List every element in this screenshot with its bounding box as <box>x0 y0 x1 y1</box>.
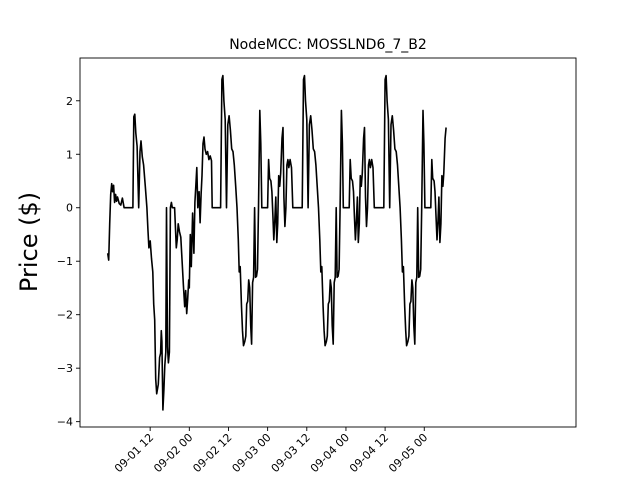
x-tick-label: 09-02 12 <box>190 431 234 475</box>
x-tick-label: 09-03 00 <box>230 431 274 475</box>
y-tick-label: 2 <box>66 95 73 108</box>
y-tick-label: 1 <box>66 148 73 161</box>
plot-frame <box>79 57 577 428</box>
y-tick-label: −1 <box>57 255 73 268</box>
y-tick-label: −4 <box>57 416 73 429</box>
x-tick-label: 09-04 00 <box>308 431 352 475</box>
y-axis-label: Price ($) <box>15 192 43 292</box>
x-tick-label: 09-01 12 <box>112 431 156 475</box>
chart-title: NodeMCC: MOSSLND6_7_B2 <box>229 37 427 53</box>
y-tick-label: −3 <box>57 362 73 375</box>
y-tick-label: 0 <box>66 202 73 215</box>
x-tick-label: 09-04 12 <box>347 431 391 475</box>
series-line-0 <box>106 74 447 411</box>
x-tick-label: 09-03 12 <box>269 431 313 475</box>
x-tick-label: 09-05 00 <box>386 431 430 475</box>
x-tick-label: 09-02 00 <box>151 431 195 475</box>
y-tick-label: −2 <box>57 309 73 322</box>
